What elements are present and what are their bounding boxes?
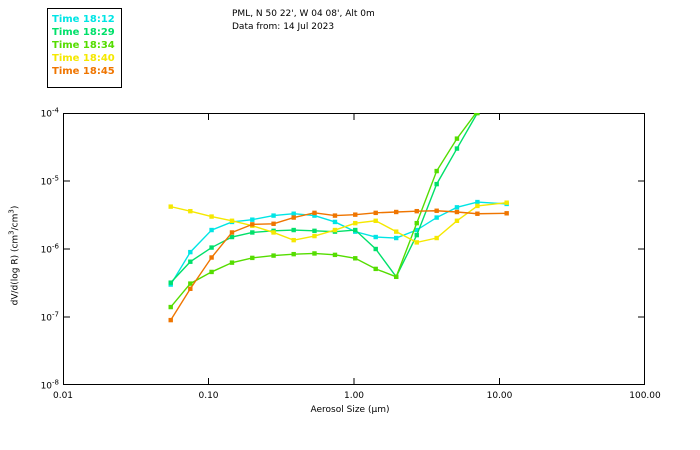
x-tick-label-2: 1.00	[343, 391, 365, 401]
series-2	[168, 113, 479, 310]
legend-entry-1: Time 18:29	[52, 27, 115, 38]
legend-box: Time 18:12 Time 18:29 Time 18:34 Time 18…	[47, 8, 122, 88]
legend-entry-4: Time 18:45	[52, 66, 115, 77]
chart-subtitle: Data from: 14 Jul 2023	[232, 22, 335, 32]
chart-title-block: PML, N 50 22', W 04 08', Alt 0m Data fro…	[232, 8, 375, 34]
series-4	[168, 208, 509, 323]
y-tick-label-1: 10-5	[40, 174, 59, 188]
y-tick-label-2: 10-6	[40, 242, 59, 256]
x-tick-label-3: 10.00	[486, 391, 513, 401]
y-tick-label-4: 10-8	[40, 378, 59, 392]
y-axis-sup-1: 3	[7, 230, 16, 235]
series-1	[168, 113, 480, 285]
y-axis-title-mid: /cm	[10, 213, 21, 231]
y-axis-title-end: )	[10, 205, 21, 210]
y-axis-sup-2: 3	[7, 209, 16, 214]
legend-entry-2: Time 18:34	[52, 40, 115, 51]
y-axis-title-text: dV/d(log R) (cm	[10, 234, 21, 306]
x-tick-label-1: 0.10	[198, 391, 219, 401]
y-axis-title: dV/d(log R) (cm3/cm3)	[8, 156, 21, 356]
legend-entry-0: Time 18:12	[52, 14, 115, 25]
x-axis-title: Aerosol Size (µm)	[310, 405, 390, 415]
chart-title: PML, N 50 22', W 04 08', Alt 0m	[232, 9, 375, 19]
x-tick-label-4: 100.00	[629, 391, 661, 401]
y-tick-label-3: 10-7	[40, 310, 59, 324]
x-tick-label-0: 0.01	[52, 391, 74, 401]
y-tick-label-0: 10-4	[40, 106, 59, 120]
plot-area	[63, 113, 645, 385]
legend-entry-3: Time 18:40	[52, 53, 115, 64]
